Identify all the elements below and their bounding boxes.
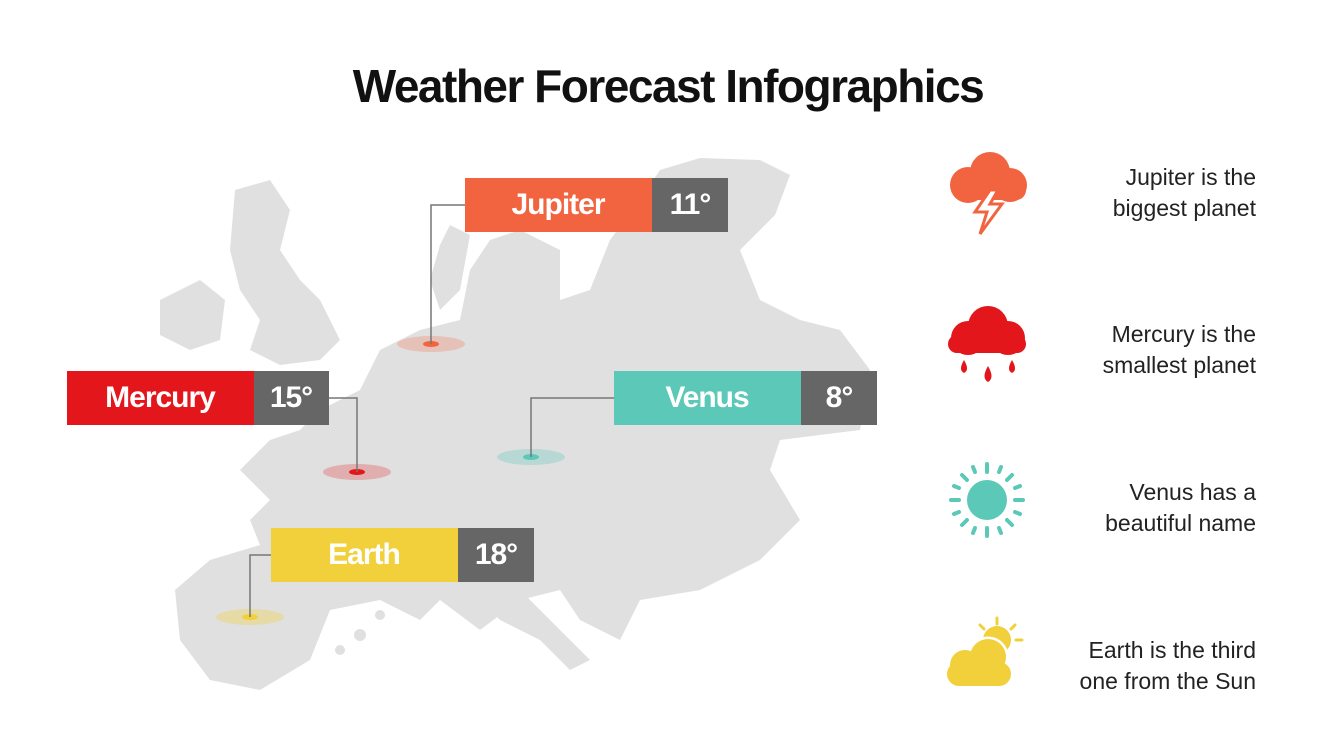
description: biggest planet [1113, 195, 1257, 221]
icon-partly-cloudy [947, 616, 1024, 686]
description: Mercury is the [1112, 321, 1256, 347]
icon-rain [948, 306, 1026, 382]
title: Weather Forecast Infographics [353, 60, 984, 112]
label-earth: Earth 18° [271, 528, 534, 582]
description: Venus has a [1129, 479, 1256, 505]
description: Jupiter is the [1126, 164, 1256, 190]
label-name: Earth [328, 538, 400, 571]
description: beautiful name [1105, 510, 1256, 536]
label-venus: Venus 8° [614, 371, 877, 425]
icon-storm [950, 152, 1027, 235]
description: smallest planet [1103, 352, 1257, 378]
label-name: Venus [665, 381, 749, 414]
label-name: Jupiter [511, 188, 605, 221]
icon-sun [949, 462, 1025, 538]
label-mercury: Mercury 15° [67, 371, 329, 425]
label-name: Mercury [105, 381, 216, 414]
pins [216, 204, 614, 625]
description: Earth is the third [1089, 637, 1256, 663]
label-jupiter: Jupiter 11° [465, 178, 728, 232]
description: one from the Sun [1080, 668, 1256, 694]
label-temp: 18° [475, 538, 517, 571]
label-temp: 15° [270, 381, 312, 414]
label-temp: 11° [670, 188, 711, 221]
label-temp: 8° [826, 381, 853, 414]
